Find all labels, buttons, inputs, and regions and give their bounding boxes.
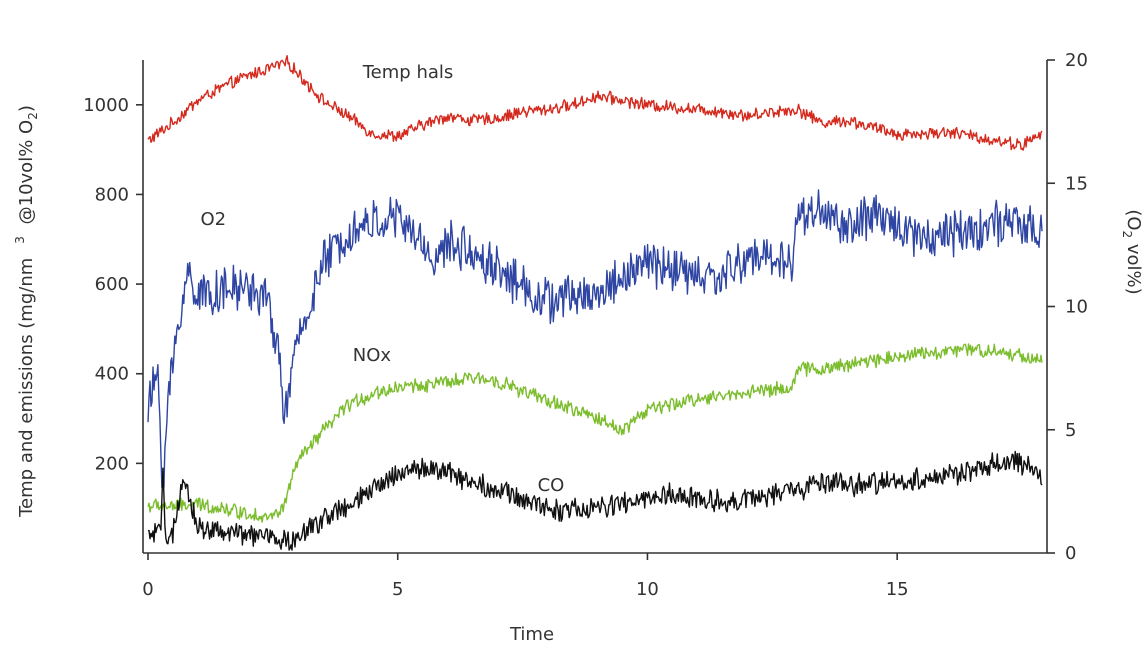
left-tick-label: 800	[95, 184, 129, 205]
series-label-temp-hals: Temp hals	[362, 62, 454, 83]
left-tick-label: 1000	[83, 95, 129, 116]
left-axis-title-after: @10vol% O	[16, 120, 37, 230]
series-labels: Temp hals O2 NOx CO	[200, 62, 564, 496]
left-tick-label: 200	[95, 453, 129, 474]
left-axis-title-sup: 3	[13, 236, 27, 244]
series-line-co	[147, 450, 1043, 551]
x-axis-title: Time	[509, 624, 554, 645]
right-tick-label: 0	[1065, 543, 1076, 564]
x-axis-ticks: 0 5 10 15	[142, 553, 909, 600]
left-axis-title-main: Temp and emissions (mg/nm	[16, 258, 37, 518]
left-axis-title-close: )	[16, 105, 37, 112]
right-axis-title-after: vol%)	[1123, 238, 1144, 295]
right-axis-title-sub: 2	[1120, 231, 1134, 239]
right-tick-label: 15	[1065, 173, 1088, 194]
left-axis-title-sub: 2	[26, 112, 40, 120]
left-axis-title: Temp and emissions (mg/nm 3 @10vol% O2)	[13, 105, 40, 518]
right-tick-label: 10	[1065, 297, 1088, 318]
left-axis-ticks: 200 400 600 800 1000	[83, 95, 143, 474]
series-label-o2: O2	[200, 209, 226, 230]
series-label-co: CO	[538, 475, 565, 496]
series-label-nox: NOx	[353, 345, 392, 366]
x-tick-label: 10	[636, 579, 659, 600]
plot-series	[147, 55, 1043, 551]
right-axis-ticks: 0 5 10 15 20	[1047, 50, 1088, 564]
left-tick-label: 400	[95, 364, 129, 385]
right-tick-label: 5	[1065, 420, 1076, 441]
x-tick-label: 0	[142, 579, 153, 600]
left-tick-label: 600	[95, 274, 129, 295]
x-tick-label: 15	[886, 579, 909, 600]
x-tick-label: 5	[392, 579, 403, 600]
series-line-o2	[147, 189, 1043, 489]
series-line-nox	[147, 343, 1043, 523]
right-tick-label: 20	[1065, 50, 1088, 71]
right-axis-title: (O2 vol%)	[1120, 209, 1144, 294]
series-line-temp-hals	[147, 55, 1043, 151]
right-axis-title-open: (O	[1123, 209, 1144, 230]
